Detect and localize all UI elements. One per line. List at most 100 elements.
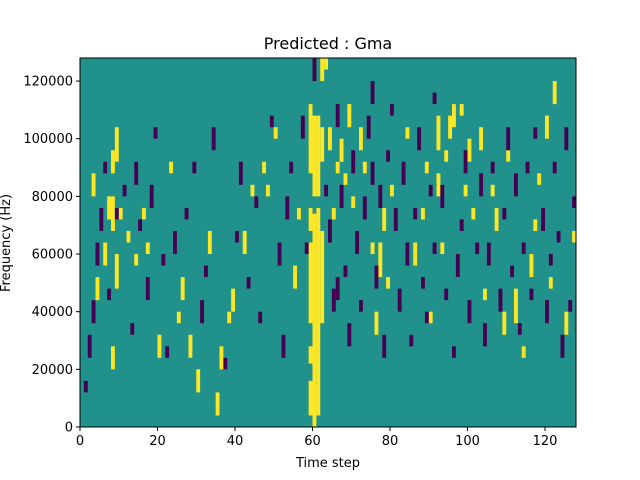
heatmap-cell-high [552, 81, 557, 105]
y-tick-label: 40000 [32, 305, 73, 320]
heatmap-cell-low [556, 230, 561, 243]
heatmap-cell-high [351, 196, 356, 208]
heatmap-cell-high [308, 104, 313, 174]
heatmap-cell-low [149, 184, 154, 208]
heatmap-cell-low [440, 184, 445, 208]
heatmap-cell-high [266, 184, 270, 197]
heatmap-cell-low [331, 288, 336, 312]
y-tick-label: 60000 [32, 248, 73, 263]
heatmap-cell-high [448, 115, 453, 139]
heatmap-cell-high [564, 311, 569, 335]
heatmap-cell-low [479, 173, 484, 197]
heatmap-cell-low [277, 242, 282, 266]
x-tick-label: 120 [533, 434, 558, 449]
x-axis-ticks: 0 20 40 60 80 100 120 [76, 427, 558, 449]
heatmap-cell-low [548, 254, 553, 266]
heatmap-cell-high [126, 230, 131, 243]
heatmap-cell-high [374, 311, 379, 335]
x-tick-label: 80 [382, 434, 399, 449]
heatmap-cell-low [200, 300, 205, 324]
heatmap-cell-high [134, 254, 139, 266]
heatmap-cell-high [428, 311, 433, 324]
heatmap-cell-high [111, 150, 115, 174]
heatmap-cell-high [537, 173, 542, 185]
heatmap-cell-high [188, 334, 193, 358]
heatmap-cell-low [525, 161, 530, 174]
heatmap-cell-high [483, 288, 487, 301]
heatmap-cell-low [510, 265, 515, 278]
heatmap-cell-low [370, 161, 375, 185]
heatmap-cell-high [494, 207, 499, 231]
heatmap-cell-high [107, 196, 112, 220]
heatmap-cell-high [312, 115, 317, 197]
heatmap-cell-high [382, 207, 387, 231]
heatmap-cell-low [517, 323, 522, 335]
heatmap-cell-low [541, 207, 546, 231]
heatmap-cell-low [134, 161, 139, 185]
heatmap-cell-high [320, 127, 325, 162]
high-intensity-cells [91, 58, 577, 427]
heatmap-cell-high [308, 242, 313, 324]
heatmap-cell-low [254, 196, 259, 208]
heatmap-cell-low [258, 311, 263, 324]
heatmap-cell-high [343, 173, 348, 185]
heatmap-cell-low [421, 277, 425, 289]
heatmap-cell-high [316, 115, 321, 197]
heatmap-cell-low [351, 150, 356, 174]
heatmap-cell-low [374, 265, 379, 289]
heatmap-cell-low [514, 173, 518, 197]
heatmap-cell-high [359, 127, 363, 151]
heatmap-cell-low [386, 150, 391, 162]
heatmap-cell-high [308, 207, 313, 231]
heatmap-cell-high [436, 173, 441, 197]
heatmap-cell-low [91, 300, 96, 324]
heatmap-cell-low [335, 104, 340, 128]
heatmap-cell-high [339, 138, 344, 162]
heatmap-cell-high [413, 242, 418, 266]
heatmap-cell-low [452, 346, 456, 358]
heatmap-cell-high [362, 161, 367, 174]
heatmap-cell-low [459, 219, 464, 231]
heatmap-cell-low [370, 81, 375, 105]
heatmap-cell-low [486, 242, 491, 266]
heatmap-cell-low [235, 230, 239, 243]
heatmap-cell-low [521, 242, 526, 255]
heatmap-cell-high [114, 127, 119, 162]
heatmap-cell-high [440, 242, 445, 255]
heatmap-cell-high [95, 277, 100, 301]
heatmap-cell-low [114, 207, 119, 220]
heatmap-cell-low [463, 150, 468, 174]
heatmap-cell-high [328, 127, 332, 151]
heatmap-cell-low [467, 300, 472, 324]
heatmap-cell-low [99, 207, 104, 231]
heatmap-cell-low [335, 277, 340, 301]
chart-title: Predicted : Gma [264, 34, 392, 53]
x-tick-label: 60 [304, 434, 321, 449]
heatmap-cell-high [320, 230, 325, 324]
heatmap-cell-low [483, 323, 487, 347]
heatmap-cell-high [242, 230, 247, 255]
x-tick-label: 20 [149, 434, 166, 449]
heatmap-cell-high [390, 184, 394, 197]
y-tick-label: 100000 [23, 132, 73, 147]
heatmap-cell-low [347, 323, 352, 347]
heatmap-cell-high [548, 277, 553, 289]
heatmap-cell-high [459, 104, 464, 116]
heatmap-cell-low [428, 184, 433, 197]
heatmap-cell-high [308, 380, 313, 416]
heatmap-cell-low [390, 104, 394, 116]
heatmap-cell-low [83, 380, 88, 393]
heatmap-cell-high [335, 161, 340, 174]
heatmap-cell-high [297, 207, 301, 220]
heatmap-cell-low [432, 92, 437, 105]
heatmap-cell-low [285, 196, 290, 220]
heatmap-cell-high [370, 242, 375, 255]
heatmap-cell-low [560, 334, 565, 358]
heatmap-cell-high [324, 58, 329, 70]
heatmap-cell-high [436, 115, 441, 151]
heatmap-cell-low [103, 161, 108, 174]
y-axis-label: Frequency (Hz) [0, 194, 14, 292]
heatmap-cell-high [169, 161, 174, 174]
heatmap-cell-high [196, 369, 201, 393]
heatmap-cell-high [215, 392, 220, 416]
